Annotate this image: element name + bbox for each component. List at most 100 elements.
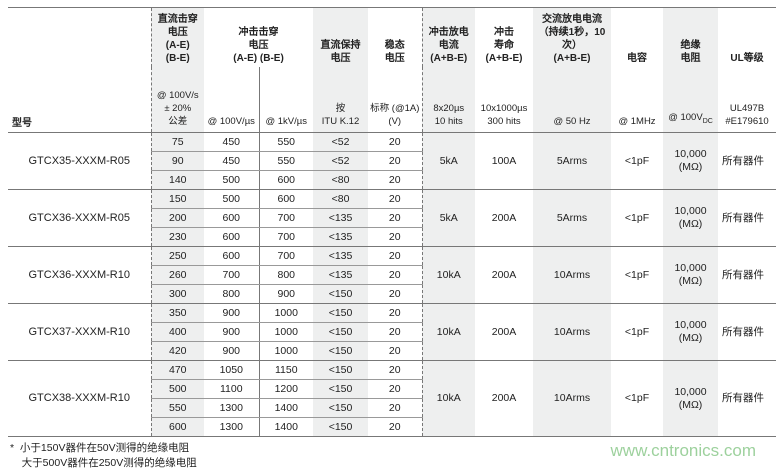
value-cell: <52 <box>313 132 369 152</box>
header-title-line: (A+B-E) <box>485 53 523 64</box>
ir-value: 10,000 <box>674 262 707 274</box>
header-title-line: （持续1秒，10次） <box>538 27 606 51</box>
model-cell: GTCX36-XXXM-R10 <box>8 246 151 304</box>
ac-cell: 10Arms <box>533 246 612 304</box>
value-cell: 20 <box>368 379 423 399</box>
insulation-cell: 10,000 (MΩ) <box>663 303 719 361</box>
insulation-cell: 10,000 (MΩ) <box>663 246 719 304</box>
cap-cell: <1pF <box>611 360 664 437</box>
model-cell: GTCX37-XXXM-R10 <box>8 303 151 361</box>
header-sub: @ 100V/s <box>156 90 199 101</box>
value-cell: 1000 <box>258 322 314 342</box>
cap-cell: <1pF <box>611 132 664 190</box>
header-title-line: 电压 <box>384 53 405 64</box>
header-sub: 10 hits <box>434 116 463 127</box>
footnotes: * 小于150V器件在50V测得的绝缘电阻 大于500V器件在250V测得的绝缘… <box>8 441 197 471</box>
header-title-line: (A-E) <box>165 40 190 51</box>
value-cell: <80 <box>313 189 369 209</box>
header-sub: (V) <box>388 116 402 127</box>
watermark: www.cntronics.com <box>610 441 756 460</box>
value-cell: <150 <box>313 303 369 323</box>
footnote: 大于500V器件在250V测得的绝缘电阻 <box>10 457 197 469</box>
model-cell: GTCX38-XXXM-R10 <box>8 360 151 437</box>
value-cell: 900 <box>204 303 259 323</box>
life-cell: 100A <box>475 132 534 190</box>
header-title-line: (A-E) (B-E) <box>233 53 284 64</box>
table-row: 420 900 1000 <150 20 <box>8 341 776 361</box>
table-row: 260 700 800 <135 20 <box>8 265 776 285</box>
header-title-line: 冲击 <box>494 27 515 38</box>
column-header: 冲击击穿 电压 (A-E) (B-E) <box>204 8 313 68</box>
value-cell: 20 <box>368 132 423 152</box>
ul-cell: 所有器件 <box>718 246 777 304</box>
life-cell: 200A <box>475 246 534 304</box>
value-cell: 550 <box>150 398 204 418</box>
value-cell: 20 <box>368 322 423 342</box>
value-cell: 600 <box>150 417 204 437</box>
impulse-cell: 5kA <box>421 132 476 190</box>
life-cell: 200A <box>475 303 534 361</box>
value-cell: 20 <box>368 246 423 266</box>
column-subheader: 8x20µs 10 hits <box>421 67 476 133</box>
value-cell: 90 <box>150 151 204 171</box>
ir-value: 10,000 <box>674 148 707 160</box>
value-cell: 20 <box>368 151 423 171</box>
ir-unit: (MΩ) <box>678 275 703 287</box>
value-cell: 400 <box>150 322 204 342</box>
header-title-line: 电压 <box>167 27 188 38</box>
value-cell: 75 <box>150 132 204 152</box>
header-title-line: 电阻 <box>680 53 701 64</box>
ir-unit: (MΩ) <box>678 332 703 344</box>
value-cell: 20 <box>368 417 423 437</box>
value-cell: 20 <box>368 265 423 285</box>
column-header: 电容 <box>611 8 663 68</box>
value-cell: 800 <box>258 265 314 285</box>
value-cell: 450 <box>204 132 259 152</box>
column-subheader: 10x1000µs 300 hits <box>475 67 534 133</box>
model-cell: GTCX35-XXXM-R05 <box>8 132 151 190</box>
table-row: GTCX37-XXXM-R10 350 900 1000 <150 20 10kA 200A 1… <box>8 303 777 361</box>
table-row: 90 450 550 <52 20 <box>8 151 776 171</box>
column-subheader: 按 ITU K.12 <box>313 67 369 133</box>
ac-cell: 5Arms <box>533 189 612 247</box>
header-title-line: 直流保持 <box>320 40 361 51</box>
table-row: 230 600 700 <135 20 <box>8 227 776 247</box>
value-cell: <150 <box>313 417 369 437</box>
value-cell: 600 <box>204 246 259 266</box>
header-sub: @ 1MHz <box>618 116 656 127</box>
value-cell: <150 <box>313 284 369 304</box>
value-cell: <52 <box>313 151 369 171</box>
value-cell: <135 <box>313 208 369 228</box>
value-cell: 900 <box>204 322 259 342</box>
ul-cell: 所有器件 <box>718 360 777 437</box>
table-row: 400 900 1000 <150 20 <box>8 322 776 342</box>
header-title-line: 电容 <box>627 53 648 64</box>
header-sub: ± 20% <box>164 103 192 114</box>
header-title-line: 电流 <box>438 40 459 51</box>
value-cell: 200 <box>150 208 204 228</box>
spec-table: 型号 直流击穿 电压 (A-E) (B-E) 冲击击穿 电压 (A-E) (B-E) 直流保持电… <box>8 7 777 437</box>
header-title-line: 冲击放电 <box>428 27 469 38</box>
value-cell: 1300 <box>204 417 259 437</box>
header-title-line: 电压 <box>248 40 269 51</box>
header-sub: 10x1000µs <box>480 103 528 114</box>
value-cell: 800 <box>204 284 259 304</box>
value-cell: 250 <box>150 246 204 266</box>
column-subheader: 标称 (@1A) (V) <box>368 67 423 133</box>
header-title-line: (A+B-E) <box>430 53 468 64</box>
value-cell: 1000 <box>258 341 314 361</box>
value-cell: 500 <box>204 189 259 209</box>
value-cell: 350 <box>150 303 204 323</box>
table-row: GTCX35-XXXM-R05 75 450 550 <52 20 5kA 100A 5Arms… <box>8 132 777 190</box>
value-cell: 470 <box>150 360 204 380</box>
column-header: 稳态 电压 <box>368 8 422 68</box>
value-cell: 260 <box>150 265 204 285</box>
value-cell: 700 <box>258 227 314 247</box>
ul-cell: 所有器件 <box>718 189 777 247</box>
column-header: 绝缘 电阻 <box>663 7 719 67</box>
header-sub-dc: DC <box>702 118 713 125</box>
column-subheader: @ 1kV/µs <box>258 67 314 133</box>
column-subheader: UL497B #E179610 <box>718 67 777 133</box>
header-sub: ITU K.12 <box>321 116 360 127</box>
column-header: 冲击放电电流 (A+B-E) <box>421 7 476 67</box>
